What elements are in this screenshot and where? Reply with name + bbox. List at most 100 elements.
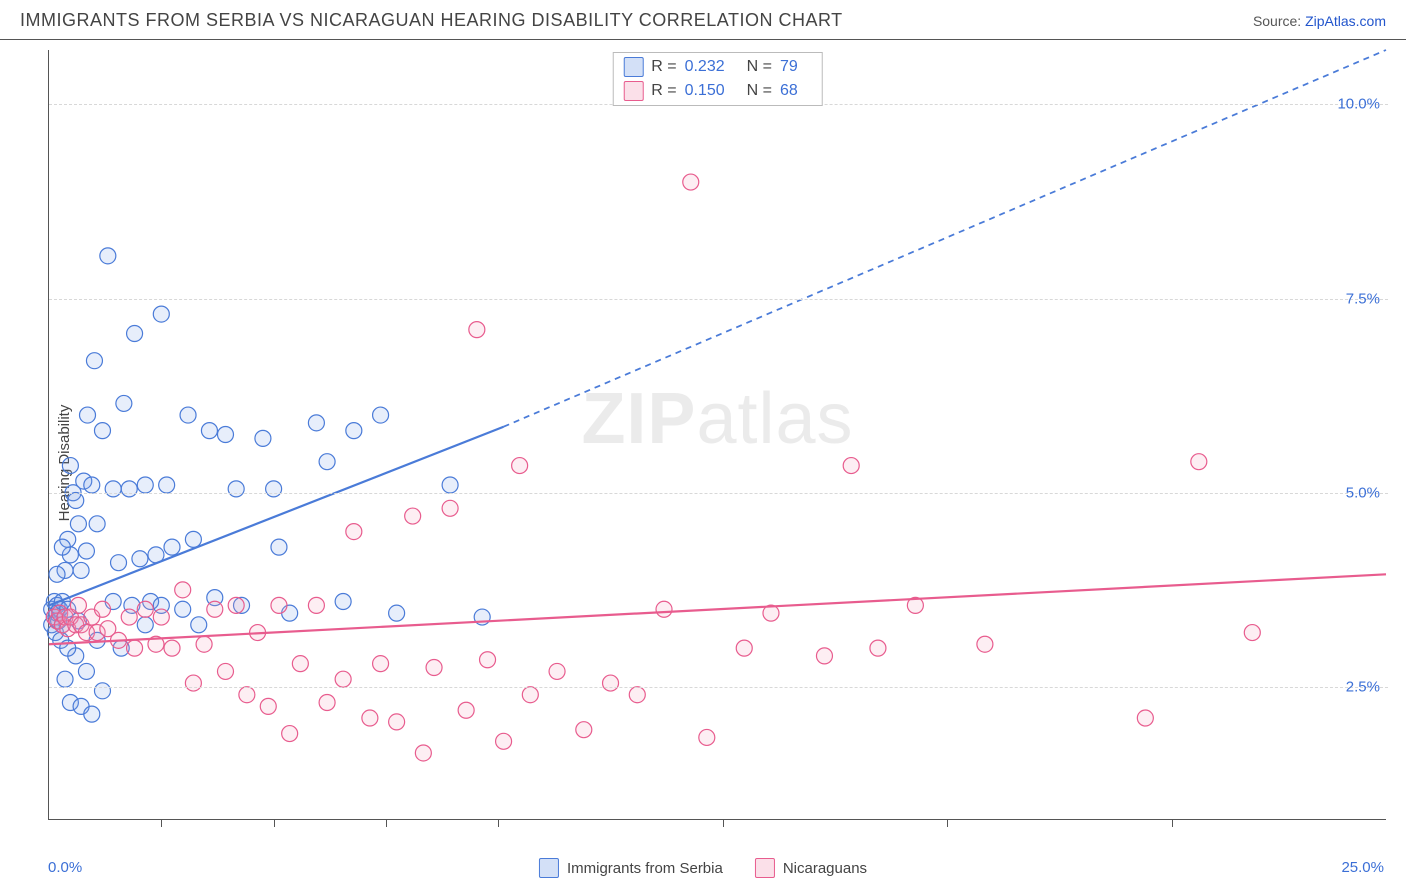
data-point-nicaraguans (656, 601, 672, 617)
n-label: N = (747, 82, 772, 100)
data-point-nicaraguans (121, 609, 137, 625)
data-point-nicaraguans (196, 636, 212, 652)
y-tick-label: 7.5% (1346, 290, 1380, 307)
data-point-serbia (78, 543, 94, 559)
data-point-serbia (127, 326, 143, 342)
swatch-serbia-icon (623, 57, 643, 77)
data-point-nicaraguans (271, 597, 287, 613)
data-point-nicaraguans (426, 660, 442, 676)
data-point-nicaraguans (442, 500, 458, 516)
source-link[interactable]: ZipAtlas.com (1305, 13, 1386, 29)
data-point-nicaraguans (843, 458, 859, 474)
data-point-serbia (105, 481, 121, 497)
data-point-serbia (62, 458, 78, 474)
x-axis-max-label: 25.0% (1341, 859, 1384, 876)
data-point-nicaraguans (576, 722, 592, 738)
data-point-nicaraguans (496, 733, 512, 749)
r-label: R = (651, 58, 676, 76)
data-point-serbia (132, 551, 148, 567)
x-tick (386, 819, 387, 827)
data-point-nicaraguans (603, 675, 619, 691)
data-point-nicaraguans (362, 710, 378, 726)
correlation-legend: R = 0.232 N = 79 R = 0.150 N = 68 (612, 52, 823, 106)
data-point-nicaraguans (346, 524, 362, 540)
data-point-serbia (73, 562, 89, 578)
data-point-serbia (86, 353, 102, 369)
data-point-serbia (266, 481, 282, 497)
source-label: Source: ZipAtlas.com (1253, 13, 1386, 29)
data-point-nicaraguans (480, 652, 496, 668)
data-point-nicaraguans (185, 675, 201, 691)
data-point-nicaraguans (870, 640, 886, 656)
legend-label-nicaraguans: Nicaraguans (783, 860, 867, 877)
swatch-serbia-icon (539, 858, 559, 878)
data-point-serbia (111, 555, 127, 571)
correlation-row-nicaraguans: R = 0.150 N = 68 (613, 79, 822, 103)
data-point-serbia (228, 481, 244, 497)
data-point-nicaraguans (137, 601, 153, 617)
data-point-nicaraguans (292, 656, 308, 672)
data-point-nicaraguans (512, 458, 528, 474)
y-tick-label: 10.0% (1337, 96, 1380, 113)
data-point-serbia (84, 706, 100, 722)
data-point-serbia (78, 663, 94, 679)
data-point-nicaraguans (1137, 710, 1153, 726)
data-point-serbia (137, 477, 153, 493)
x-tick (161, 819, 162, 827)
data-point-serbia (389, 605, 405, 621)
grid-line (49, 299, 1388, 300)
data-point-nicaraguans (164, 640, 180, 656)
x-tick (274, 819, 275, 827)
data-point-nicaraguans (127, 640, 143, 656)
chart-title: IMMIGRANTS FROM SERBIA VS NICARAGUAN HEA… (20, 10, 843, 31)
data-point-serbia (185, 531, 201, 547)
n-value-serbia: 79 (780, 58, 798, 76)
data-point-serbia (49, 566, 65, 582)
data-point-nicaraguans (1244, 625, 1260, 641)
data-point-nicaraguans (319, 694, 335, 710)
chart-area: Hearing Disability ZIPatlas R = 0.232 N … (0, 40, 1406, 886)
data-point-nicaraguans (977, 636, 993, 652)
data-point-serbia (180, 407, 196, 423)
r-label: R = (651, 82, 676, 100)
data-point-nicaraguans (816, 648, 832, 664)
data-point-serbia (175, 601, 191, 617)
data-point-serbia (164, 539, 180, 555)
swatch-nicaraguans-icon (755, 858, 775, 878)
data-point-nicaraguans (282, 726, 298, 742)
data-point-serbia (68, 493, 84, 509)
data-point-serbia (217, 427, 233, 443)
grid-line (49, 493, 1388, 494)
r-value-nicaraguans: 0.150 (685, 82, 725, 100)
series-legend: Immigrants from Serbia Nicaraguans (539, 858, 867, 878)
plot-region: ZIPatlas R = 0.232 N = 79 R = 0.150 N = … (48, 50, 1386, 820)
legend-item-nicaraguans: Nicaraguans (755, 858, 867, 878)
data-point-nicaraguans (405, 508, 421, 524)
data-point-nicaraguans (415, 745, 431, 761)
data-point-nicaraguans (260, 698, 276, 714)
data-point-nicaraguans (1191, 454, 1207, 470)
legend-item-serbia: Immigrants from Serbia (539, 858, 723, 878)
data-point-serbia (89, 516, 105, 532)
data-point-serbia (94, 423, 110, 439)
data-point-nicaraguans (335, 671, 351, 687)
data-point-nicaraguans (389, 714, 405, 730)
data-point-nicaraguans (308, 597, 324, 613)
trend-line-serbia (49, 427, 504, 606)
data-point-nicaraguans (228, 597, 244, 613)
data-point-serbia (70, 516, 86, 532)
trend-line-ext-serbia (504, 50, 1386, 427)
x-tick (947, 819, 948, 827)
n-label: N = (747, 58, 772, 76)
data-point-nicaraguans (239, 687, 255, 703)
data-point-nicaraguans (522, 687, 538, 703)
x-tick (723, 819, 724, 827)
data-point-serbia (308, 415, 324, 431)
data-point-nicaraguans (217, 663, 233, 679)
data-point-nicaraguans (458, 702, 474, 718)
data-point-nicaraguans (94, 601, 110, 617)
legend-label-serbia: Immigrants from Serbia (567, 860, 723, 877)
data-point-serbia (191, 617, 207, 633)
data-point-serbia (84, 477, 100, 493)
data-point-serbia (57, 671, 73, 687)
